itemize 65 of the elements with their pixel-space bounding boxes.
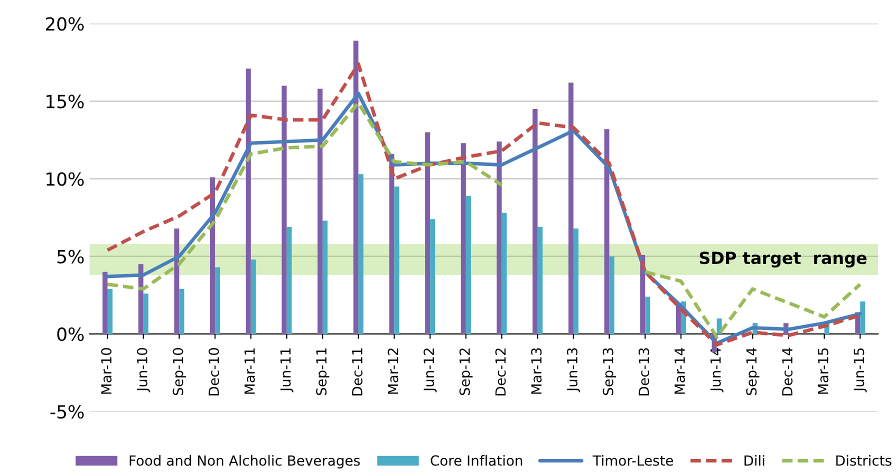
x-tick-label: Jun-12 — [424, 348, 437, 392]
bar — [318, 88, 323, 334]
bar — [466, 196, 471, 334]
bar — [860, 301, 866, 334]
x-tick-label: Mar-13 — [531, 348, 542, 394]
x-tick-label: Mar-11 — [244, 348, 255, 394]
bar — [108, 288, 113, 334]
bar — [322, 220, 328, 334]
legend-label: Districts — [836, 455, 892, 466]
bar — [609, 256, 614, 334]
x-tick-label: Dec-14 — [782, 348, 793, 396]
bar — [496, 142, 502, 334]
x-tick-label: Dec-10 — [208, 348, 220, 396]
y-tick-label: -5% — [50, 404, 84, 419]
bar — [645, 296, 650, 334]
y-tick-label: 15% — [46, 94, 84, 108]
x-tick-label: Sep-13 — [602, 348, 616, 396]
bar — [394, 186, 400, 334]
x-tick-label: Jun-13 — [566, 348, 580, 392]
x-tick-label: Dec-13 — [638, 348, 650, 396]
x-tick-label: Jun-15 — [854, 348, 867, 392]
legend-label: Food and Non Alcholic Beverages — [130, 455, 360, 468]
bar — [502, 212, 507, 334]
band-label: SDP target range — [700, 252, 867, 268]
bar — [250, 259, 256, 334]
bar — [573, 228, 578, 334]
bar — [246, 68, 251, 334]
x-tick-label: Jun-10 — [136, 348, 150, 392]
x-tick-label: Jun-11 — [280, 348, 294, 392]
x-tick-label: Dec-12 — [495, 348, 506, 396]
x-tick-label: Sep-11 — [316, 348, 330, 396]
bar — [102, 272, 108, 334]
bar — [389, 154, 394, 334]
x-tick-label: Dec-11 — [352, 348, 362, 396]
legend-label: Core Inflation — [430, 455, 522, 466]
x-tick-label: Mar-12 — [388, 348, 398, 394]
bar — [138, 264, 144, 334]
x-tick-label: Sep-10 — [172, 348, 186, 396]
x-tick-label: Sep-12 — [459, 348, 473, 396]
bar — [358, 174, 364, 334]
bar — [538, 226, 543, 334]
bar — [210, 177, 216, 334]
bar — [425, 132, 430, 334]
bar — [215, 267, 220, 334]
y-tick-label: 0% — [57, 327, 84, 342]
bar — [286, 226, 292, 334]
bar — [174, 228, 180, 334]
x-tick-label: Sep-14 — [746, 348, 760, 396]
bar — [179, 288, 184, 334]
x-tick-label: Mar-14 — [674, 348, 685, 394]
bar — [460, 143, 466, 334]
legend-label: Dili — [744, 455, 764, 466]
y-tick-label: 10% — [46, 172, 84, 186]
bar — [430, 219, 436, 334]
bar — [604, 129, 610, 334]
bar — [568, 82, 574, 334]
legend-label: Timor-Leste — [592, 455, 674, 466]
y-tick-label: 5% — [57, 250, 84, 264]
bar — [282, 86, 287, 334]
bar — [353, 40, 358, 334]
y-tick-label: 20% — [46, 17, 84, 31]
x-tick-label: Mar-15 — [818, 348, 828, 394]
bar — [532, 108, 538, 334]
bar — [143, 294, 148, 334]
x-tick-label: Mar-10 — [101, 348, 112, 394]
